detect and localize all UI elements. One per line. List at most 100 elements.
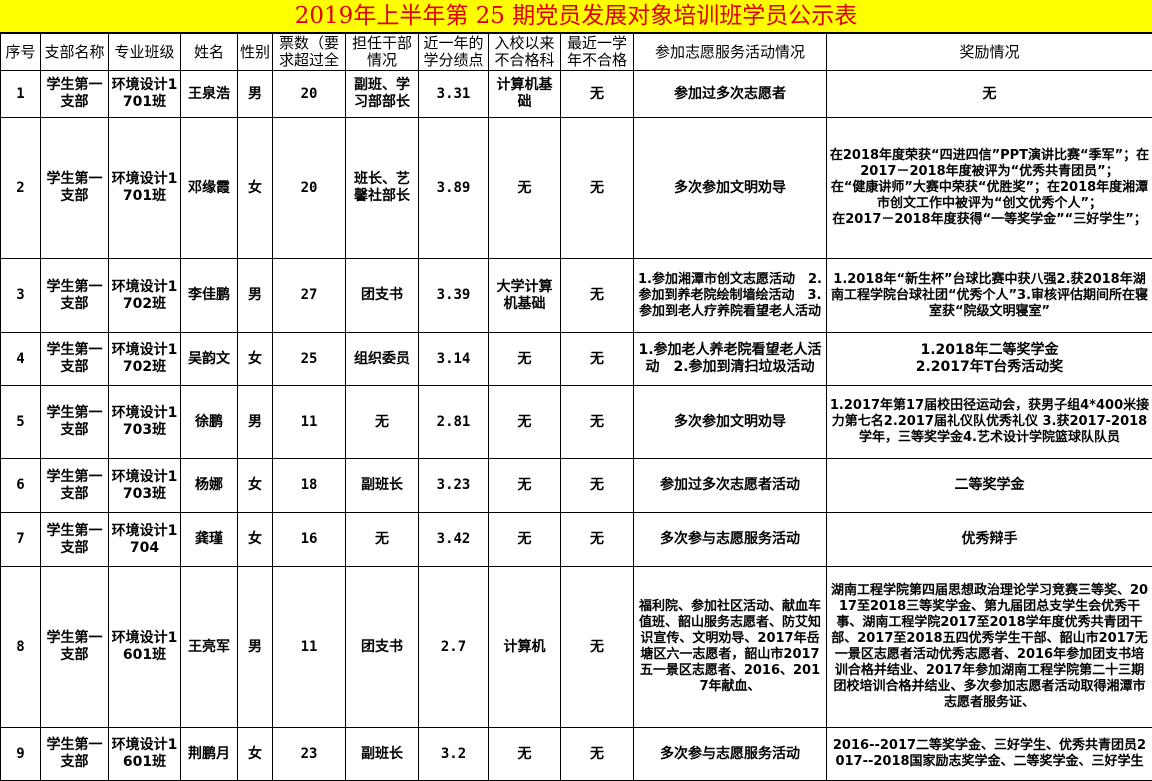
cell-failed-since-enrollment[interactable]: 计算机 (489, 567, 561, 728)
cell-branch[interactable]: 学生第一支部 (41, 71, 109, 118)
cell-cadre-role[interactable]: 副班长 (346, 728, 419, 781)
cell-index[interactable]: 4 (1, 333, 41, 386)
cell-class[interactable]: 环境设计1704 (109, 513, 181, 567)
cell-gender[interactable]: 女 (238, 118, 273, 259)
cell-name[interactable]: 王泉浩 (181, 71, 238, 118)
header-gender[interactable]: 性别 (238, 34, 273, 71)
cell-name[interactable]: 王亮军 (181, 567, 238, 728)
cell-name[interactable]: 龚瑾 (181, 513, 238, 567)
cell-volunteer-activities[interactable]: 多次参加文明劝导 (634, 386, 827, 459)
cell-votes[interactable]: 20 (273, 118, 346, 259)
cell-failed-last-year[interactable]: 无 (561, 118, 634, 259)
cell-gpa[interactable]: 3.89 (419, 118, 489, 259)
cell-awards[interactable]: 在2018年度荣获“四进四信”PPT演讲比赛“季军”；在2017－2018年度被… (827, 118, 1152, 259)
header-failed-since-enrollment[interactable]: 入校以来不合格科 (489, 34, 561, 71)
cell-gender[interactable]: 女 (238, 513, 273, 567)
cell-gpa[interactable]: 3.31 (419, 71, 489, 118)
cell-branch[interactable]: 学生第一支部 (41, 333, 109, 386)
cell-gpa[interactable]: 2.81 (419, 386, 489, 459)
cell-failed-last-year[interactable]: 无 (561, 728, 634, 781)
cell-gpa[interactable]: 2.7 (419, 567, 489, 728)
header-gpa[interactable]: 近一年的学分绩点 (419, 34, 489, 71)
cell-branch[interactable]: 学生第一支部 (41, 513, 109, 567)
cell-class[interactable]: 环境设计1703班 (109, 386, 181, 459)
header-name[interactable]: 姓名 (181, 34, 238, 71)
header-cadre-role[interactable]: 担任干部情况 (346, 34, 419, 71)
cell-class[interactable]: 环境设计1702班 (109, 333, 181, 386)
cell-name[interactable]: 徐鹏 (181, 386, 238, 459)
cell-failed-since-enrollment[interactable]: 无 (489, 728, 561, 781)
cell-gender[interactable]: 男 (238, 567, 273, 728)
cell-class[interactable]: 环境设计1601班 (109, 567, 181, 728)
cell-cadre-role[interactable]: 班长、艺馨社部长 (346, 118, 419, 259)
cell-index[interactable]: 9 (1, 728, 41, 781)
cell-cadre-role[interactable]: 无 (346, 513, 419, 567)
cell-volunteer-activities[interactable]: 多次参与志愿服务活动 (634, 728, 827, 781)
cell-awards[interactable]: 湖南工程学院第四届思想政治理论学习竞赛三等奖、2017至2018三等奖学金、第九… (827, 567, 1152, 728)
cell-class[interactable]: 环境设计1702班 (109, 259, 181, 333)
cell-class[interactable]: 环境设计1701班 (109, 118, 181, 259)
cell-failed-last-year[interactable]: 无 (561, 71, 634, 118)
cell-failed-since-enrollment[interactable]: 计算机基础 (489, 71, 561, 118)
header-class[interactable]: 专业班级 (109, 34, 181, 71)
cell-votes[interactable]: 18 (273, 459, 346, 513)
cell-votes[interactable]: 20 (273, 71, 346, 118)
cell-votes[interactable]: 11 (273, 567, 346, 728)
cell-awards[interactable]: 无 (827, 71, 1152, 118)
cell-votes[interactable]: 11 (273, 386, 346, 459)
cell-gender[interactable]: 女 (238, 333, 273, 386)
cell-gender[interactable]: 女 (238, 459, 273, 513)
cell-branch[interactable]: 学生第一支部 (41, 259, 109, 333)
cell-votes[interactable]: 25 (273, 333, 346, 386)
cell-failed-since-enrollment[interactable]: 无 (489, 513, 561, 567)
cell-failed-since-enrollment[interactable]: 大学计算机基础 (489, 259, 561, 333)
cell-index[interactable]: 2 (1, 118, 41, 259)
header-index[interactable]: 序号 (1, 34, 41, 71)
cell-index[interactable]: 3 (1, 259, 41, 333)
cell-gpa[interactable]: 3.39 (419, 259, 489, 333)
cell-volunteer-activities[interactable]: 多次参与志愿服务活动 (634, 513, 827, 567)
cell-gpa[interactable]: 3.2 (419, 728, 489, 781)
cell-failed-last-year[interactable]: 无 (561, 333, 634, 386)
cell-failed-last-year[interactable]: 无 (561, 513, 634, 567)
cell-gender[interactable]: 女 (238, 728, 273, 781)
cell-volunteer-activities[interactable]: 参加过多次志愿者 (634, 71, 827, 118)
cell-awards[interactable]: 优秀辩手 (827, 513, 1152, 567)
cell-volunteer-activities[interactable]: 参加过多次志愿者活动 (634, 459, 827, 513)
cell-name[interactable]: 李佳鹏 (181, 259, 238, 333)
cell-failed-last-year[interactable]: 无 (561, 459, 634, 513)
cell-index[interactable]: 8 (1, 567, 41, 728)
cell-volunteer-activities[interactable]: 1.参加湘潭市创文志愿活动 2.参加到养老院绘制墙绘活动 3.参加到老人疗养院看… (634, 259, 827, 333)
cell-branch[interactable]: 学生第一支部 (41, 386, 109, 459)
cell-gpa[interactable]: 3.14 (419, 333, 489, 386)
cell-index[interactable]: 6 (1, 459, 41, 513)
cell-gender[interactable]: 男 (238, 259, 273, 333)
cell-failed-since-enrollment[interactable]: 无 (489, 118, 561, 259)
cell-volunteer-activities[interactable]: 1.参加老人养老院看望老人活动 2.参加到清扫垃圾活动 (634, 333, 827, 386)
cell-awards[interactable]: 1.2017年第17届校田径运动会，获男子组4*400米接力第七名2.2017届… (827, 386, 1152, 459)
cell-gpa[interactable]: 3.23 (419, 459, 489, 513)
header-failed-last-year[interactable]: 最近一学年不合格 (561, 34, 634, 71)
cell-failed-since-enrollment[interactable]: 无 (489, 386, 561, 459)
cell-volunteer-activities[interactable]: 福利院、参加社区活动、献血车值班、韶山服务志愿者、防艾知识宣传、文明劝导、201… (634, 567, 827, 728)
cell-awards[interactable]: 2016--2017二等奖学金、三好学生、优秀共青团员2017--2018国家励… (827, 728, 1152, 781)
cell-index[interactable]: 5 (1, 386, 41, 459)
cell-votes[interactable]: 16 (273, 513, 346, 567)
cell-branch[interactable]: 学生第一支部 (41, 567, 109, 728)
cell-gpa[interactable]: 3.42 (419, 513, 489, 567)
cell-failed-last-year[interactable]: 无 (561, 386, 634, 459)
cell-branch[interactable]: 学生第一支部 (41, 728, 109, 781)
cell-class[interactable]: 环境设计1703班 (109, 459, 181, 513)
cell-cadre-role[interactable]: 副班、学习部部长 (346, 71, 419, 118)
cell-awards[interactable]: 1.2018年“新生杯”台球比赛中获八强2.获2018年湖南工程学院台球社团“优… (827, 259, 1152, 333)
cell-index[interactable]: 7 (1, 513, 41, 567)
header-votes[interactable]: 票数（要求超过全 (273, 34, 346, 71)
header-awards[interactable]: 奖励情况 (827, 34, 1152, 71)
cell-class[interactable]: 环境设计1601班 (109, 728, 181, 781)
header-volunteer-activities[interactable]: 参加志愿服务活动情况 (634, 34, 827, 71)
cell-branch[interactable]: 学生第一支部 (41, 118, 109, 259)
cell-gender[interactable]: 男 (238, 71, 273, 118)
cell-class[interactable]: 环境设计1701班 (109, 71, 181, 118)
cell-cadre-role[interactable]: 组织委员 (346, 333, 419, 386)
cell-awards[interactable]: 1.2018年二等奖学金 2.2017年T台秀活动奖 (827, 333, 1152, 386)
